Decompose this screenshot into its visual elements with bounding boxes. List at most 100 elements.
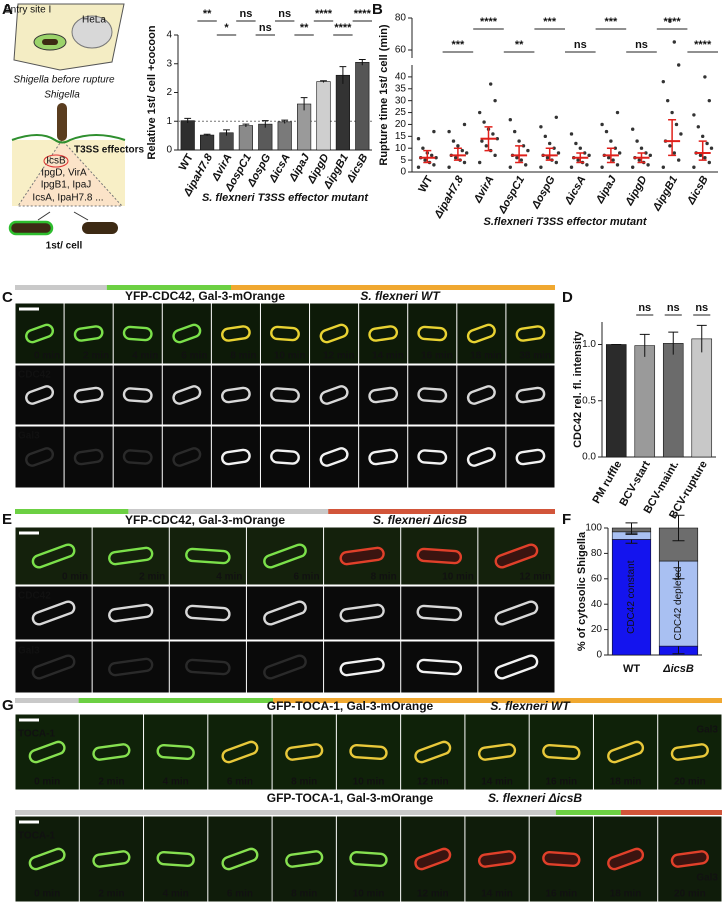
significance: ns xyxy=(574,39,587,51)
bar xyxy=(258,123,273,151)
image-tile xyxy=(408,303,457,364)
time-label: 8 min xyxy=(291,777,317,788)
data-point xyxy=(666,98,670,103)
panel-label: D xyxy=(562,289,573,306)
y-tick-label: 20 xyxy=(395,119,407,130)
data-point xyxy=(607,156,611,160)
data-point xyxy=(430,153,434,158)
bacterium xyxy=(108,546,154,566)
time-label: 6 min xyxy=(181,351,207,362)
bacterium xyxy=(73,386,104,404)
strip-title: YFP-CDC42, Gal-3-mOrange xyxy=(125,513,285,527)
image-tile xyxy=(64,365,113,425)
significance: ** xyxy=(300,22,309,34)
image-tile xyxy=(310,426,359,488)
bacterium xyxy=(414,740,452,764)
schematic-text: HeLa xyxy=(82,15,106,26)
data-point xyxy=(703,75,707,79)
y-tick-label: 1 xyxy=(166,116,172,127)
bacterium xyxy=(670,850,709,868)
strip-title: GFP-TOCA-1, Gal-3-mOrange xyxy=(267,791,434,805)
bacterium xyxy=(368,448,399,466)
legend-label: CDC42 constant xyxy=(626,560,637,634)
bar xyxy=(634,345,656,458)
x-tick-label: ΔipgB1 xyxy=(650,174,680,214)
bacterium xyxy=(542,850,581,868)
strip-strain: S. flexneri WT xyxy=(490,699,571,713)
significance: ns xyxy=(635,39,648,51)
data-point xyxy=(600,122,604,127)
y-axis-label: Relative 1st/ cell +cocoon xyxy=(146,25,158,159)
data-point xyxy=(609,139,613,143)
time-label: 18 min xyxy=(470,351,502,362)
image-tile xyxy=(92,586,169,640)
y-tick-label: 4 xyxy=(166,30,172,41)
image-tile xyxy=(15,714,79,790)
error-bar xyxy=(639,333,650,357)
significance: ns xyxy=(695,302,708,314)
bacterium xyxy=(42,39,58,45)
y-axis-label: CDC42 rel. fl. intensity xyxy=(572,330,584,448)
image-tile xyxy=(113,303,162,364)
data-point xyxy=(513,129,517,134)
data-point xyxy=(447,165,451,169)
bacterium xyxy=(416,604,463,622)
bacterium xyxy=(108,657,154,677)
image-tile xyxy=(260,426,310,488)
data-point xyxy=(521,144,526,148)
membrane xyxy=(11,134,126,144)
time-label: 12 min xyxy=(417,777,449,788)
image-tile xyxy=(162,426,211,488)
timeline-bar xyxy=(328,509,555,514)
y-tick-label: 60 xyxy=(591,573,603,584)
y-tick-label: 0.5 xyxy=(582,395,596,406)
bacterium xyxy=(221,740,259,764)
image-tile xyxy=(113,426,162,488)
significance: * xyxy=(224,22,229,34)
bar xyxy=(180,120,195,151)
image-tile xyxy=(506,303,555,364)
y-axis-label: % of cytosolic Shigella xyxy=(576,531,588,651)
time-label: 10 min xyxy=(274,351,306,362)
image-tile xyxy=(336,816,401,902)
time-label: 12 min xyxy=(519,572,551,583)
panel-label: G xyxy=(2,697,14,714)
image-tile xyxy=(246,586,324,640)
schematic-text: IpgB1, IpaJ xyxy=(41,180,92,191)
image-tile xyxy=(79,816,144,902)
bar xyxy=(335,74,350,151)
time-label: 4 min xyxy=(163,777,189,788)
significance: ns xyxy=(239,8,252,20)
legend-label: CDC42 depleted xyxy=(673,567,684,641)
data-point xyxy=(613,146,617,150)
data-point xyxy=(661,79,665,84)
data-point xyxy=(451,139,456,143)
bacterium xyxy=(185,604,231,622)
image-tile xyxy=(15,426,64,488)
bacterium xyxy=(28,740,66,764)
bacterium xyxy=(494,654,539,680)
error-bar xyxy=(261,120,269,128)
data-point xyxy=(576,158,580,162)
data-point xyxy=(648,153,652,158)
image-tile xyxy=(478,586,555,640)
bacterium xyxy=(515,386,546,404)
significance: ns xyxy=(638,302,651,314)
data-point xyxy=(701,134,705,139)
bar xyxy=(605,344,627,458)
bacterium-cocoon xyxy=(8,220,54,236)
bacterium xyxy=(670,743,709,761)
time-label: 2 min xyxy=(98,889,124,900)
image-tile xyxy=(272,816,336,902)
significance: ns xyxy=(259,22,272,34)
image-tile xyxy=(401,641,478,693)
bacterium xyxy=(477,743,517,761)
data-point xyxy=(583,151,587,155)
panel-label: F xyxy=(562,511,571,528)
bacterium xyxy=(607,847,645,871)
timeline-bar xyxy=(231,285,555,290)
image-tile xyxy=(15,641,92,693)
image-tile xyxy=(359,303,408,364)
error-bar xyxy=(668,331,679,355)
iqr-bar xyxy=(515,145,524,164)
